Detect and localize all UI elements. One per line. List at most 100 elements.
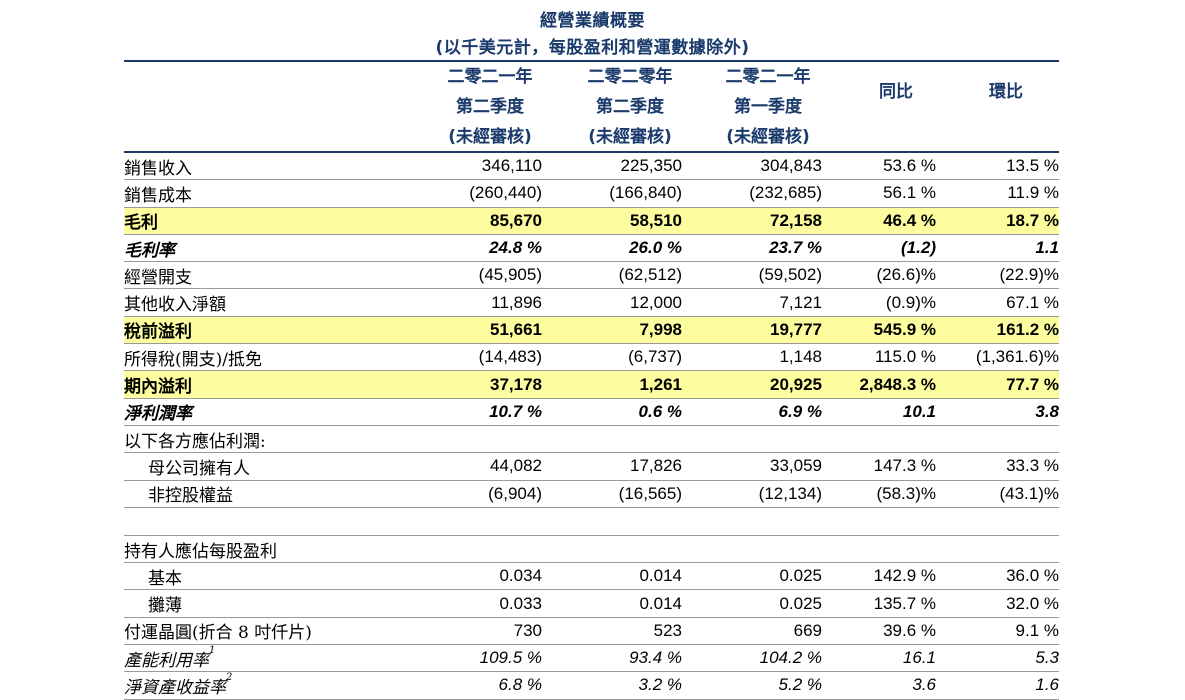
- row-label: 基本: [124, 562, 424, 591]
- table-cell: [936, 507, 1059, 536]
- table-cell: 46.4 %: [822, 207, 936, 235]
- table-cell: 135.7 %: [822, 589, 936, 618]
- table-row: 產能利用率1 109.5 % 93.4 % 104.2 % 16.1 5.3: [124, 644, 1059, 673]
- table-cell: 26.0 %: [542, 234, 682, 263]
- table-cell: [822, 507, 936, 536]
- column-header-2021q2: 二零二一年 第二季度 (未經審核): [447, 67, 533, 147]
- table-cell: 0.6 %: [542, 398, 682, 426]
- row-label: 持有人應佔每股盈利: [124, 535, 424, 564]
- table-cell: 1,261: [542, 370, 682, 399]
- table-cell: 18.7 %: [936, 207, 1059, 235]
- table-cell: 77.7 %: [936, 370, 1059, 399]
- table-row: 稅前溢利 51,661 7,998 19,777 545.9 % 161.2 %: [124, 316, 1059, 345]
- table-cell: 0.014: [542, 589, 682, 618]
- table-row: 期內溢利 37,178 1,261 20,925 2,848.3 % 77.7 %: [124, 370, 1059, 399]
- table-row: 淨資產收益率2 6.8 % 3.2 % 5.2 % 3.6 1.6: [124, 671, 1059, 700]
- table-cell: 6.8 %: [424, 671, 542, 700]
- table-cell: (6,904): [424, 480, 542, 508]
- table-cell: [936, 425, 1059, 454]
- table-cell: 0.034: [424, 562, 542, 591]
- table-cell: [682, 425, 822, 454]
- table-cell: (45,905): [424, 261, 542, 290]
- table-cell: (62,512): [542, 261, 682, 290]
- table-cell: 7,998: [542, 316, 682, 345]
- row-label: 所得稅(開支)/抵免: [124, 343, 424, 372]
- table-row: 基本 0.034 0.014 0.025 142.9 % 36.0 %: [124, 562, 1059, 591]
- table-cell: 11,896: [424, 288, 542, 317]
- table-row: [124, 507, 1059, 536]
- table-cell: 17,826: [542, 452, 682, 481]
- row-label: 產能利用率1: [124, 644, 424, 673]
- table-cell: 53.6 %: [822, 153, 936, 181]
- table-cell: 3.6: [822, 671, 936, 700]
- table-cell: (58.3)%: [822, 480, 936, 508]
- table-row: 淨利潤率 10.7 % 0.6 % 6.9 % 10.1 3.8: [124, 398, 1059, 426]
- table-cell: 109.5 %: [424, 644, 542, 673]
- table-cell: 16.1: [822, 644, 936, 673]
- column-header-2020q2: 二零二零年 第二季度 (未經審核): [587, 67, 673, 147]
- table-cell: [936, 535, 1059, 564]
- table-cell: (1,361.6)%: [936, 343, 1059, 372]
- table-cell: 33,059: [682, 452, 822, 481]
- table-cell: 5.2 %: [682, 671, 822, 700]
- table-row: 其他收入淨額 11,896 12,000 7,121 (0.9)% 67.1 %: [124, 288, 1059, 317]
- results-table: 銷售收入 346,110 225,350 304,843 53.6 % 13.5 % 銷售成…: [124, 153, 1059, 700]
- table-cell: 23.7 %: [682, 234, 822, 263]
- table-row: 非控股權益 (6,904) (16,565) (12,134) (58.3)% (43.1…: [124, 480, 1059, 508]
- table-cell: 104.2 %: [682, 644, 822, 673]
- table-row: 以下各方應佔利潤:: [124, 425, 1059, 454]
- table-cell: 5.3: [936, 644, 1059, 673]
- row-label: 銷售成本: [124, 179, 424, 208]
- table-cell: [424, 507, 542, 536]
- table-row: 銷售成本 (260,440) (166,840) (232,685) 56.1 % 11.…: [124, 179, 1059, 208]
- table-cell: 24.8 %: [424, 234, 542, 263]
- table-cell: 11.9 %: [936, 179, 1059, 208]
- header-top-rule: [124, 60, 1059, 62]
- table-cell: 1.1: [936, 234, 1059, 263]
- table-cell: [682, 535, 822, 564]
- table-cell: (6,737): [542, 343, 682, 372]
- table-cell: 39.6 %: [822, 617, 936, 646]
- column-header-area: 二零二一年 第二季度 (未經審核) 二零二零年 第二季度 (未經審核) 二零二一年 第一季…: [0, 62, 1185, 151]
- table-cell: 72,158: [682, 207, 822, 235]
- table-cell: (59,502): [682, 261, 822, 290]
- table-cell: 37,178: [424, 370, 542, 399]
- row-label: 經營開支: [124, 261, 424, 290]
- table-cell: (166,840): [542, 179, 682, 208]
- table-cell: (22.9)%: [936, 261, 1059, 290]
- table-cell: 304,843: [682, 153, 822, 181]
- table-cell: 7,121: [682, 288, 822, 317]
- table-cell: 669: [682, 617, 822, 646]
- row-label: 淨利潤率: [124, 398, 424, 426]
- table-cell: [542, 535, 682, 564]
- table-cell: (0.9)%: [822, 288, 936, 317]
- row-label: 以下各方應佔利潤:: [124, 425, 424, 454]
- footnote-marker: 2: [226, 671, 233, 683]
- table-cell: [822, 425, 936, 454]
- table-cell: 346,110: [424, 153, 542, 181]
- table-cell: [542, 425, 682, 454]
- table-row: 持有人應佔每股盈利: [124, 535, 1059, 564]
- table-cell: 730: [424, 617, 542, 646]
- row-label: 期內溢利: [124, 370, 424, 399]
- table-cell: (232,685): [682, 179, 822, 208]
- table-cell: (16,565): [542, 480, 682, 508]
- footnote-marker: 1: [209, 644, 216, 656]
- table-row: 經營開支 (45,905) (62,512) (59,502) (26.6)% (22.9…: [124, 261, 1059, 290]
- table-row: 銷售收入 346,110 225,350 304,843 53.6 % 13.5 %: [124, 153, 1059, 181]
- table-cell: 13.5 %: [936, 153, 1059, 181]
- page-subtitle: (以千美元計，每股盈利和營運數據除外): [435, 38, 750, 58]
- row-label: 稅前溢利: [124, 316, 424, 345]
- table-cell: (14,483): [424, 343, 542, 372]
- table-cell: 161.2 %: [936, 316, 1059, 345]
- row-label: 攤薄: [124, 589, 424, 618]
- table-cell: 36.0 %: [936, 562, 1059, 591]
- column-header-yoy: 同比: [879, 82, 913, 102]
- table-cell: 0.025: [682, 589, 822, 618]
- table-cell: [424, 535, 542, 564]
- table-cell: 51,661: [424, 316, 542, 345]
- table-row: 攤薄 0.033 0.014 0.025 135.7 % 32.0 %: [124, 589, 1059, 618]
- table-cell: 20,925: [682, 370, 822, 399]
- table-cell: 0.033: [424, 589, 542, 618]
- table-cell: 0.014: [542, 562, 682, 591]
